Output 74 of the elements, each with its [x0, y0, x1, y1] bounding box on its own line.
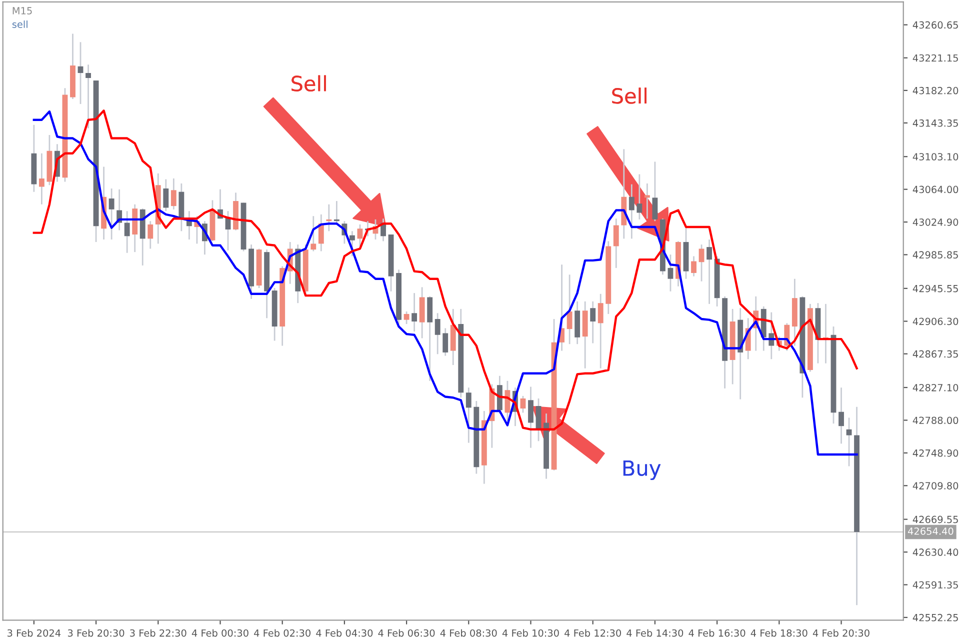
candlestick: [598, 293, 604, 370]
y-tick-label: 42709.80: [912, 482, 958, 490]
ref-line-label: 42654.40: [908, 527, 954, 535]
x-tick-label: 4 Feb 12:30: [564, 629, 621, 637]
candlestick: [838, 386, 844, 444]
candlestick: [652, 161, 658, 222]
candlestick: [86, 64, 91, 129]
y-tick-label: 43064.00: [912, 186, 958, 194]
candlestick: [846, 417, 852, 467]
candlestick: [504, 380, 510, 422]
x-tick-label: 4 Feb 00:30: [192, 629, 248, 637]
candlestick: [334, 200, 340, 226]
candlestick: [613, 218, 619, 269]
x-tick-label: 4 Feb 10:30: [502, 629, 559, 637]
y-tick-label: 43024.90: [912, 218, 958, 226]
candlestick: [644, 182, 650, 220]
candlestick: [78, 41, 84, 105]
candlestick: [528, 386, 534, 449]
annotation: M15: [12, 7, 32, 14]
candlestick: [349, 230, 355, 257]
y-tick-label: 42748.90: [912, 449, 958, 457]
annotation: Sell: [292, 75, 326, 92]
candlestick: [163, 178, 169, 212]
x-tick-label: 4 Feb 04:30: [316, 629, 373, 637]
candlestick: [108, 188, 114, 240]
candlestick: [357, 224, 363, 247]
candlestick: [698, 244, 704, 282]
candlestick: [590, 300, 596, 344]
candlestick: [691, 256, 696, 278]
candlestick: [628, 184, 634, 240]
x-tick-label: 4 Feb 06:30: [378, 629, 435, 637]
candlestick: [326, 204, 332, 232]
x-tick-label: 4 Feb 16:30: [688, 629, 746, 637]
candlestick: [706, 238, 712, 305]
y-tick-label: 42669.55: [912, 516, 958, 524]
candlestick: [466, 386, 472, 444]
y-tick-label: 43260.65: [912, 21, 958, 29]
y-tick-label: 42552.25: [912, 614, 958, 622]
candlestick: [668, 254, 674, 292]
x-tick-label: 4 Feb 08:30: [440, 629, 497, 637]
x-tick-label: 3 Feb 20:30: [68, 629, 124, 637]
candlestick: [310, 215, 316, 252]
y-tick-label: 42867.35: [912, 350, 958, 358]
candlestick: [412, 292, 418, 332]
candlestick: [566, 274, 572, 345]
y-tick-label: 42591.35: [912, 581, 958, 589]
y-tick-label: 42630.40: [912, 548, 958, 556]
x-tick-label: 3 Feb 22:30: [130, 629, 186, 637]
y-tick-label: 43182.20: [912, 86, 958, 94]
y-tick-label: 43143.35: [912, 119, 958, 127]
y-tick-label: 42827.10: [912, 384, 958, 392]
candlestick: [434, 312, 440, 355]
y-tick-label: 42906.30: [912, 318, 958, 326]
candlestick: [404, 310, 410, 325]
x-tick-label: 4 Feb 18:30: [750, 629, 808, 637]
candlestick: [124, 210, 130, 254]
x-tick-label: 4 Feb 20:30: [812, 629, 870, 637]
annotation: Buy: [623, 460, 661, 480]
candlestick: [442, 327, 448, 356]
y-tick-label: 43103.10: [912, 153, 958, 160]
candlestick: [38, 152, 44, 206]
annotation: sell: [12, 20, 28, 28]
candlestick: [636, 174, 642, 220]
y-tick-label: 42788.00: [912, 416, 958, 424]
candlestick: [170, 178, 176, 210]
y-tick-label: 42985.85: [912, 251, 958, 259]
y-tick-label: 43221.15: [912, 54, 958, 62]
x-tick-label: 3 Feb 2024: [8, 629, 61, 637]
annotation: Sell: [612, 88, 646, 104]
x-tick-label: 4 Feb 14:30: [626, 629, 684, 637]
candlestick: [520, 395, 526, 414]
x-tick-label: 4 Feb 02:30: [254, 629, 310, 637]
candlestick: [148, 220, 154, 250]
y-tick-label: 42945.55: [912, 284, 958, 292]
